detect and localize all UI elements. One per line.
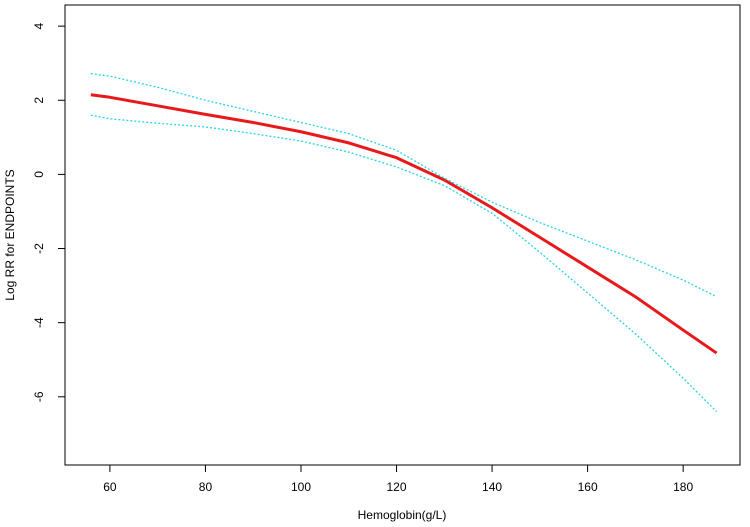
- series-line: [90, 72, 717, 298]
- y-tick-label: -4: [32, 317, 46, 328]
- x-tick-label: 120: [387, 480, 407, 494]
- x-tick-label: 100: [291, 480, 311, 494]
- x-axis-label: Hemoglobin(g/L): [358, 508, 447, 522]
- y-tick-label: 4: [32, 22, 46, 29]
- y-tick-label: 2: [32, 97, 46, 104]
- y-axis-label: Log RR for ENDPOINTS: [3, 169, 17, 300]
- x-tick-label: 140: [482, 480, 502, 494]
- y-tick-label: -6: [32, 391, 46, 402]
- y-tick-label: 0: [32, 171, 46, 178]
- x-tick-label: 60: [103, 480, 117, 494]
- y-tick-label: -2: [32, 243, 46, 254]
- x-tick-label: 180: [673, 480, 693, 494]
- series-line: [90, 93, 718, 355]
- x-tick-label: 80: [199, 480, 213, 494]
- plot-box: [64, 4, 741, 466]
- x-tick-label: 160: [578, 480, 598, 494]
